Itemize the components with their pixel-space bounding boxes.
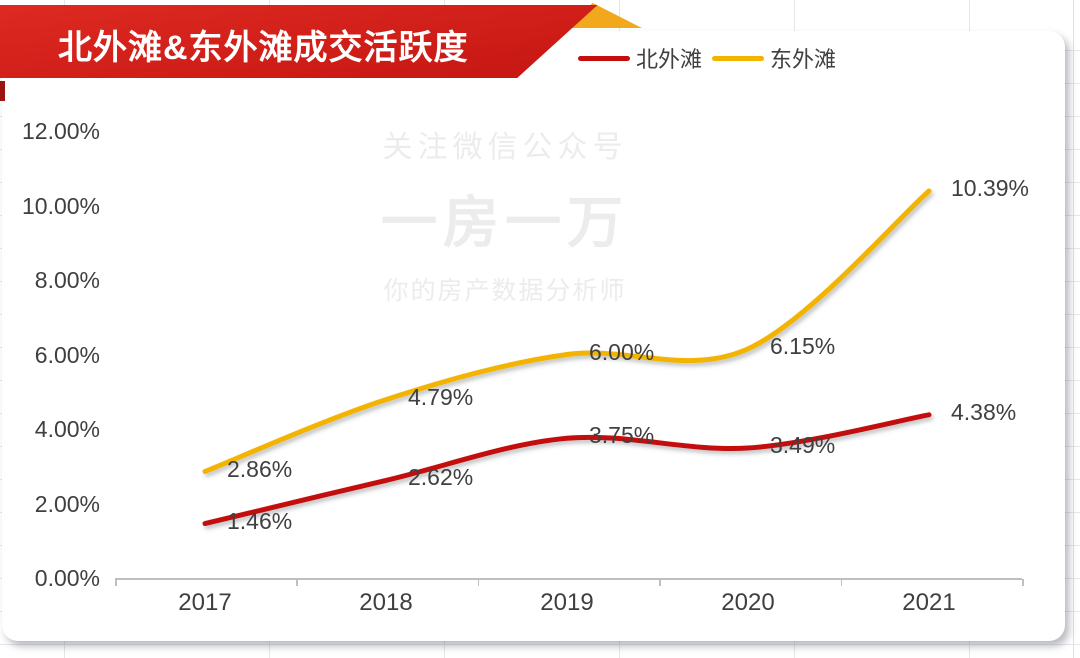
- title-ribbon: 北外滩&东外滩成交活跃度: [0, 0, 700, 110]
- data-label: 3.75%: [589, 422, 655, 449]
- spreadsheet-gridline: [1073, 0, 1074, 658]
- x-tick-mark: [840, 579, 843, 586]
- legend-line-swatch: [578, 55, 630, 61]
- x-tick-mark: [477, 579, 480, 586]
- data-label: 6.15%: [770, 332, 836, 359]
- y-tick-label: 8.00%: [34, 267, 100, 293]
- legend-item-东外滩: 东外滩: [712, 42, 836, 74]
- x-tick-label: 2017: [178, 589, 232, 616]
- legend-label: 北外滩: [636, 47, 703, 72]
- x-tick-label: 2020: [721, 589, 775, 616]
- x-tick-mark: [659, 579, 661, 586]
- data-label: 4.79%: [408, 383, 474, 410]
- x-tick-mark: [296, 579, 298, 586]
- y-tick-label: 6.00%: [34, 341, 100, 368]
- x-tick-mark: [1022, 579, 1024, 586]
- data-label: 4.38%: [951, 398, 1017, 425]
- legend-line-swatch: [712, 55, 765, 61]
- chart-card[interactable]: [2, 31, 1065, 641]
- legend-item-北外滩: 北外滩: [578, 42, 702, 74]
- ribbon-fold-left: [0, 81, 5, 101]
- legend-label: 东外滩: [770, 47, 837, 72]
- data-label: 2.86%: [227, 455, 293, 482]
- x-axis-line: [115, 578, 1022, 580]
- chart-title: 北外滩&东外滩成交活跃度: [58, 29, 469, 67]
- y-tick-label: 2.00%: [34, 490, 100, 517]
- y-tick-label: 10.00%: [21, 192, 100, 219]
- data-label: 6.00%: [589, 338, 655, 365]
- chart-legend: 北外滩 东外滩: [578, 42, 846, 74]
- data-label: 2.62%: [408, 464, 474, 491]
- x-tick-label: 2018: [359, 589, 413, 616]
- y-tick-label: 12.00%: [21, 118, 100, 144]
- data-label: 1.46%: [227, 507, 293, 534]
- data-label: 10.39%: [951, 175, 1030, 201]
- x-tick-mark: [115, 579, 117, 586]
- x-tick-label: 2021: [902, 589, 956, 616]
- y-tick-label: 4.00%: [34, 416, 100, 442]
- y-tick-label: 0.00%: [34, 565, 100, 591]
- x-tick-label: 2019: [540, 589, 594, 616]
- ribbon-banner: 北外滩&东外滩成交活跃度: [0, 5, 598, 78]
- data-label: 3.49%: [770, 432, 836, 458]
